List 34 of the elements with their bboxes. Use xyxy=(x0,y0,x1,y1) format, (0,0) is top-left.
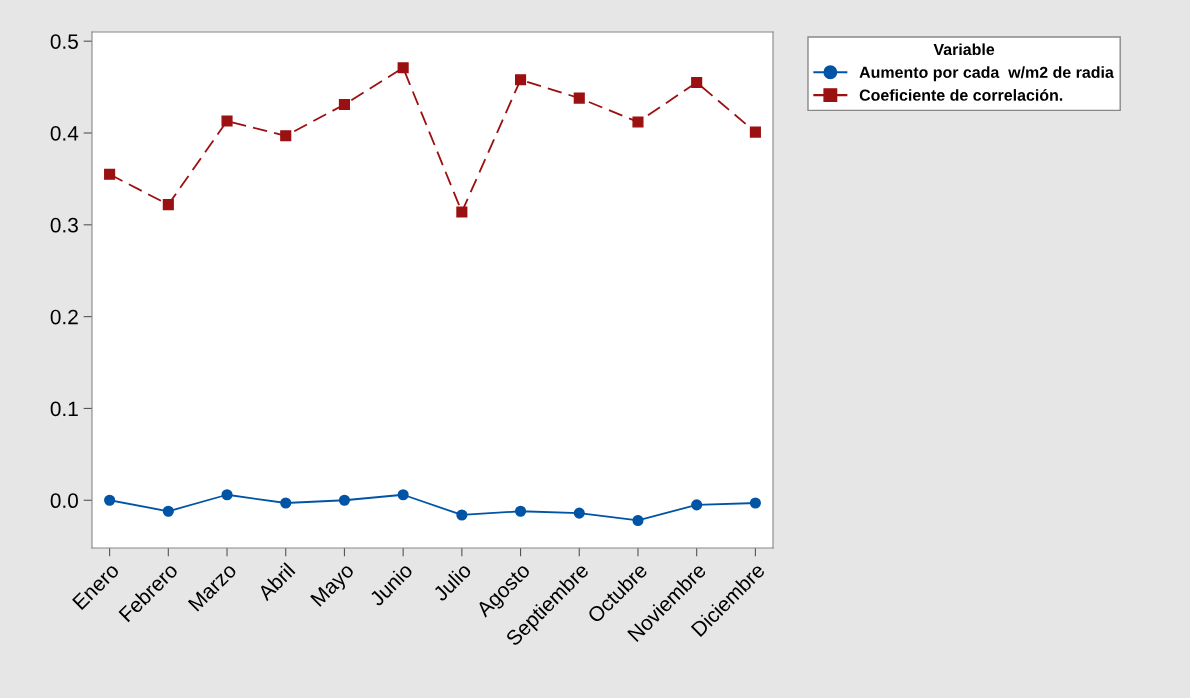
legend-label: Aumento por cada w/m2 de radia xyxy=(859,66,1114,82)
legend-label: Coeficiente de correlación. xyxy=(859,88,1063,101)
point xyxy=(397,489,409,501)
point xyxy=(221,115,233,127)
x-tick-label: Julio xyxy=(431,561,473,603)
point xyxy=(515,74,527,86)
point xyxy=(632,514,644,527)
point xyxy=(749,497,761,509)
point xyxy=(221,489,233,501)
point xyxy=(749,126,761,138)
y-tick-label: 0.3 xyxy=(50,217,78,233)
point xyxy=(397,62,409,74)
point xyxy=(338,494,350,506)
point xyxy=(280,130,292,142)
point xyxy=(280,497,292,509)
y-tick-label: 0.5 xyxy=(50,34,78,49)
y-tick-label: 0.4 xyxy=(50,126,79,141)
point xyxy=(456,509,468,521)
point xyxy=(632,116,644,128)
point xyxy=(573,92,585,104)
point xyxy=(691,76,703,89)
y-tick-label: 0.1 xyxy=(50,401,78,417)
point xyxy=(456,206,468,218)
point xyxy=(338,98,350,111)
legend-title: Variable xyxy=(933,43,995,56)
point xyxy=(104,494,116,506)
point xyxy=(573,507,585,519)
point xyxy=(515,505,527,517)
point xyxy=(162,199,174,211)
y-tick-label: 0.0 xyxy=(50,493,78,509)
y-tick-label: 0.2 xyxy=(50,309,78,325)
point xyxy=(104,168,116,180)
point xyxy=(691,499,703,511)
point xyxy=(162,505,174,517)
